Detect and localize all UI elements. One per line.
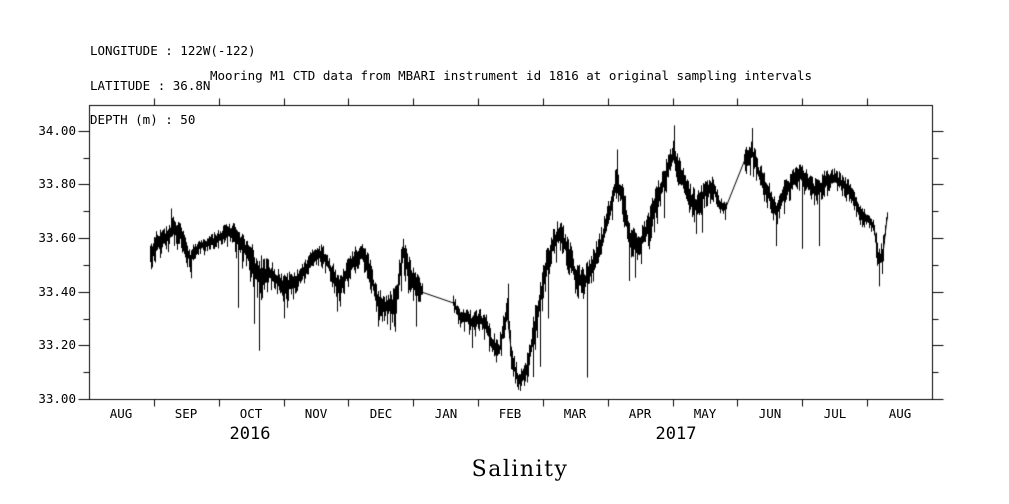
latitude-label: LATITUDE : 36.8N xyxy=(90,77,211,93)
x-tick-label: DEC xyxy=(369,406,393,421)
y-tick-label: 33.20 xyxy=(38,337,76,352)
x-tick-label: MAR xyxy=(563,406,587,421)
longitude-label: LONGITUDE : 122W(-122) xyxy=(90,43,256,58)
station-info: LONGITUDE : 122W(-122) LATITUDE : 36.8N … xyxy=(90,22,256,149)
x-tick-label: OCT xyxy=(239,406,263,421)
x-tick-label: JAN xyxy=(434,406,458,421)
y-tick-label: 33.00 xyxy=(38,391,76,406)
x-tick-label: JUL xyxy=(823,406,847,421)
axis-title: Salinity xyxy=(471,457,569,482)
y-tick-label: 33.40 xyxy=(38,284,76,299)
chart-title: Mooring M1 CTD data from MBARI instrumen… xyxy=(209,68,813,83)
x-tick-label: JUN xyxy=(758,406,782,421)
x-tick-label: FEB xyxy=(498,406,522,421)
y-tick-label: 33.60 xyxy=(38,230,76,245)
year-label: 2017 xyxy=(655,424,697,444)
x-tick-label: MAY xyxy=(693,406,717,421)
year-label: 2016 xyxy=(229,424,271,444)
x-tick-label: AUG xyxy=(109,406,133,421)
depth-label: DEPTH (m) : 50 xyxy=(90,112,196,127)
x-tick-label: NOV xyxy=(304,406,328,421)
y-tick-label: 33.80 xyxy=(38,176,76,191)
x-tick-label: AUG xyxy=(888,406,912,421)
x-tick-label: SEP xyxy=(174,406,198,421)
x-tick-label: APR xyxy=(628,406,652,421)
y-tick-label: 34.00 xyxy=(38,123,76,138)
